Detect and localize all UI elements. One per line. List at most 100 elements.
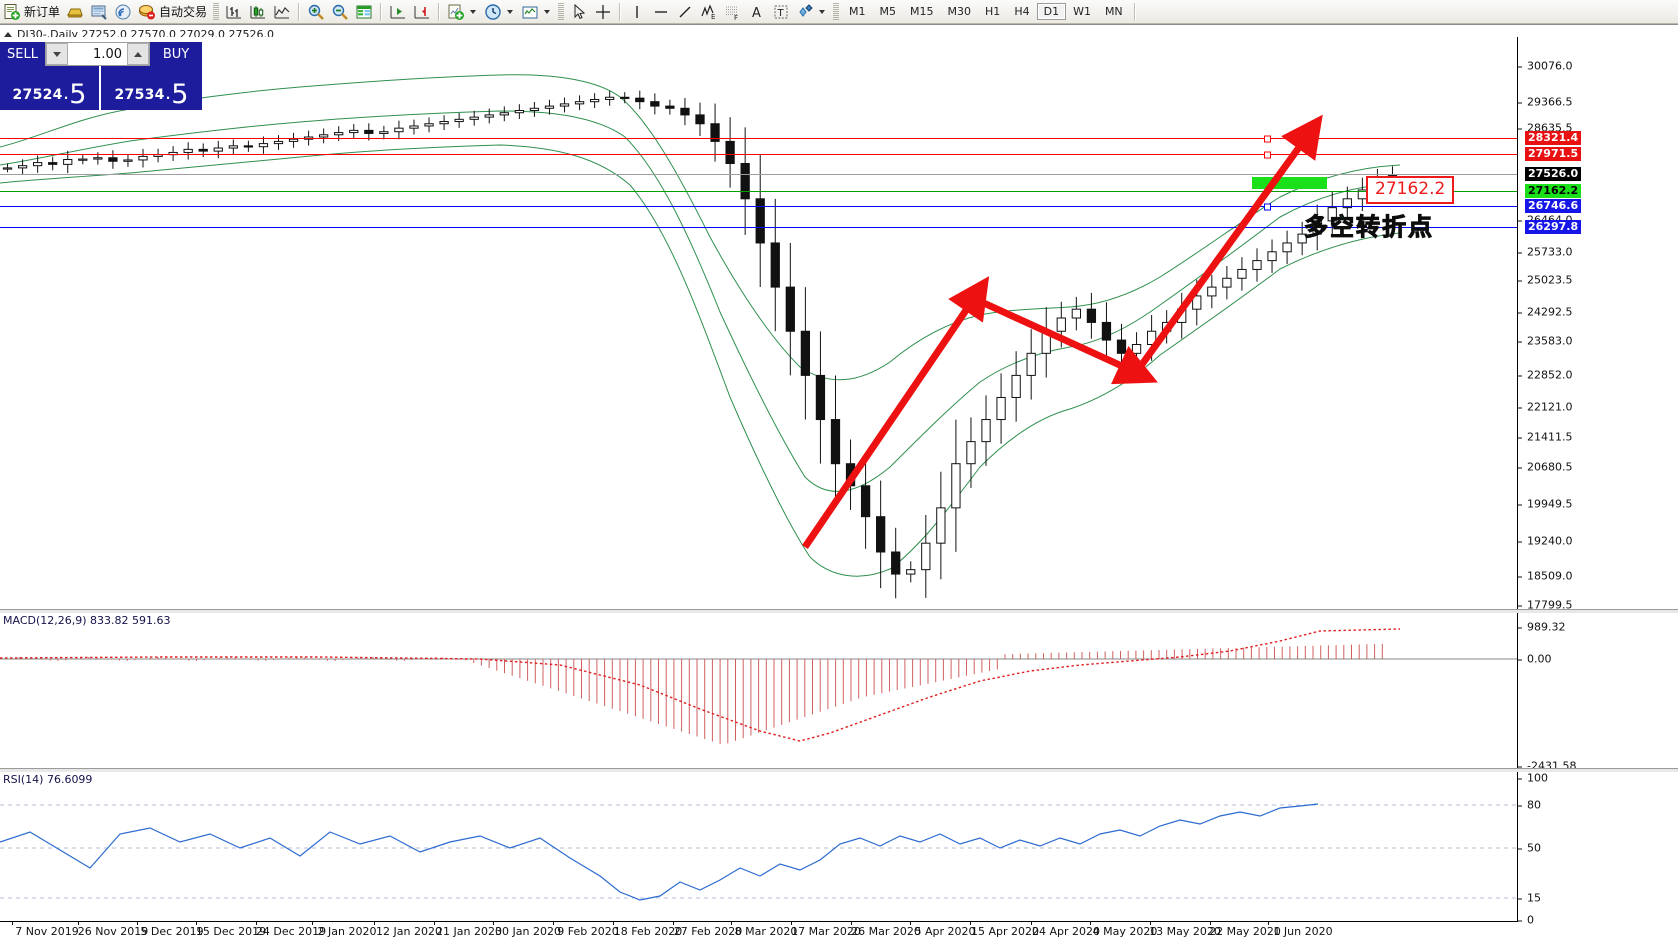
volume-increase-button[interactable]	[127, 43, 149, 65]
date-axis[interactable]: 7 Nov 2019 26 Nov 2019 5 Dec 2019 15 Dec 20…	[0, 921, 1518, 944]
line-chart-button[interactable]	[270, 1, 294, 22]
shapes-button[interactable]	[793, 1, 830, 22]
price-annotation-box[interactable]: 27162.2	[1366, 176, 1455, 204]
buy-price-display[interactable]: 27534 . 5	[101, 66, 202, 110]
price-tag-resistance-1[interactable]: 28321.4	[1525, 131, 1582, 145]
rsi-pane[interactable]: RSI(14) 76.6099 100 80 50 15 0	[0, 772, 1678, 927]
timeframe-h1[interactable]: H1	[985, 5, 1001, 18]
date-tick-mark	[1150, 921, 1151, 925]
data-window-button[interactable]	[352, 1, 376, 22]
rsi-axis[interactable]: 100 80 50 15 0	[1517, 772, 1678, 927]
timeframe-w1[interactable]: W1	[1073, 5, 1091, 18]
fibonacci-button[interactable]: F	[721, 1, 745, 22]
date-tick-mark	[613, 921, 614, 925]
bar-chart-icon	[225, 3, 243, 21]
level-handle-2[interactable]	[1264, 151, 1271, 159]
timeframe-m15[interactable]: M15	[910, 5, 934, 18]
level-line-resistance-1[interactable]	[0, 135, 1518, 143]
autoscroll-icon	[413, 3, 431, 21]
level-line-support-2[interactable]	[0, 227, 1518, 228]
new-order-icon	[3, 3, 21, 21]
text-label-button[interactable]: T	[769, 1, 793, 22]
candlesticks	[2, 90, 1398, 599]
terminal-button[interactable]	[87, 1, 111, 22]
svg-text:E: E	[711, 13, 715, 21]
price-tick: 20680.5	[1518, 461, 1573, 474]
timeframe-mn[interactable]: MN	[1104, 5, 1123, 18]
shift-end-button[interactable]	[386, 1, 410, 22]
sell-button[interactable]: SELL	[0, 42, 45, 66]
toolbar-separator	[298, 2, 301, 21]
signals-button[interactable]	[111, 1, 135, 22]
level-handle[interactable]	[1264, 135, 1271, 143]
gold-bar-button[interactable]	[63, 1, 87, 22]
toolbar-grip-3[interactable]	[833, 2, 840, 21]
price-tick: 29366.5	[1518, 96, 1573, 109]
autoscroll-button[interactable]	[410, 1, 434, 22]
price-tick: 24292.5	[1518, 306, 1573, 319]
period-button[interactable]	[481, 1, 518, 22]
vertical-line-button[interactable]	[625, 1, 649, 22]
price-axis[interactable]: 30076.0 29366.5 28635.5 26464.0 25733.0 …	[1517, 37, 1678, 612]
chevron-down-icon-3[interactable]	[544, 9, 551, 14]
templates-button[interactable]	[518, 1, 555, 22]
chevron-down-icon-4[interactable]	[819, 9, 826, 14]
text-button[interactable]: A	[745, 1, 769, 22]
date-tick-mark	[12, 921, 13, 925]
toolbar-grip-2[interactable]	[558, 2, 565, 21]
text-label-icon: T	[772, 3, 790, 21]
price-tag-support-1[interactable]: 26746.6	[1525, 199, 1582, 213]
new-chart-button[interactable]	[444, 1, 481, 22]
candlestick-chart-button[interactable]	[246, 1, 270, 22]
volume-decrease-button[interactable]	[46, 43, 68, 65]
price-tag-support-2[interactable]: 26297.8	[1525, 220, 1582, 234]
date-tick-label: 21 Jan 2020	[436, 925, 502, 938]
zoom-out-button[interactable]	[328, 1, 352, 22]
highlight-rectangle[interactable]	[1252, 177, 1327, 189]
macd-axis[interactable]: 989.32 0.00 -2431.58	[1517, 613, 1678, 773]
price-pane[interactable]: 27162.2 多空转折点 30076.0 29366.5 28635.5 26…	[0, 37, 1678, 612]
date-tick-label: 7 Nov 2019	[15, 925, 79, 938]
macd-pane[interactable]: MACD(12,26,9) 833.82 591.63 989.32 0.00 …	[0, 613, 1678, 773]
bar-chart-button[interactable]	[222, 1, 246, 22]
trend-arrow-annotations[interactable]	[0, 37, 1518, 609]
price-tick: 18509.0	[1518, 570, 1573, 583]
price-tag-resistance-2[interactable]: 27971.5	[1525, 147, 1582, 161]
timeframe-m5[interactable]: M5	[879, 5, 897, 18]
volume-input[interactable]: 1.00	[68, 43, 127, 65]
crosshair-button[interactable]	[591, 1, 615, 22]
toolbar-grip[interactable]	[213, 2, 220, 21]
timeframe-m1[interactable]: M1	[849, 5, 866, 18]
zoom-in-button[interactable]	[304, 1, 328, 22]
timeframe-m30[interactable]: M30	[947, 5, 972, 18]
timeframe-d1[interactable]: D1	[1036, 3, 1067, 20]
timeframe-h4[interactable]: H4	[1014, 5, 1030, 18]
date-tick-label: 13 May 2020	[1149, 925, 1221, 938]
new-order-button[interactable]: 新订单	[0, 1, 63, 22]
level-handle-3[interactable]	[1264, 203, 1271, 211]
price-tag-pivot[interactable]: 27162.2	[1525, 184, 1582, 198]
level-line-resistance-2[interactable]	[0, 151, 1518, 159]
sell-price-display[interactable]: 27524 . 5	[0, 66, 102, 110]
date-tick-label: 4 May 2020	[1092, 925, 1158, 938]
elliott-wave-button[interactable]: E	[697, 1, 721, 22]
date-tick-label: 5 Apr 2020	[914, 925, 976, 938]
cursor-button[interactable]	[567, 1, 591, 22]
chevron-down-icon-2[interactable]	[507, 9, 514, 14]
trendline-button[interactable]	[673, 1, 697, 22]
line-chart-icon	[273, 3, 291, 21]
date-tick-mark	[553, 921, 554, 925]
price-tag-current[interactable]: 27526.0	[1525, 167, 1582, 181]
volume-stepper[interactable]: 1.00	[45, 42, 150, 66]
candlestick-chart-icon	[249, 3, 267, 21]
horizontal-line-button[interactable]	[649, 1, 673, 22]
chevron-down-icon[interactable]	[470, 9, 477, 14]
up-triangle-icon	[4, 32, 12, 37]
autotrading-button[interactable]: 自动交易	[135, 1, 210, 22]
one-click-trading-panel[interactable]: SELL 1.00 BUY 27524 . 5 27534 . 5	[0, 42, 202, 110]
turning-point-annotation[interactable]: 多空转折点	[1304, 213, 1434, 242]
chart-window[interactable]: DJ30-,Daily 27252.0 27570.0 27029.0 2752…	[0, 24, 1678, 944]
level-line-pivot-green[interactable]	[0, 191, 1518, 192]
buy-button[interactable]: BUY	[150, 42, 202, 66]
level-line-support-1[interactable]	[0, 203, 1518, 211]
